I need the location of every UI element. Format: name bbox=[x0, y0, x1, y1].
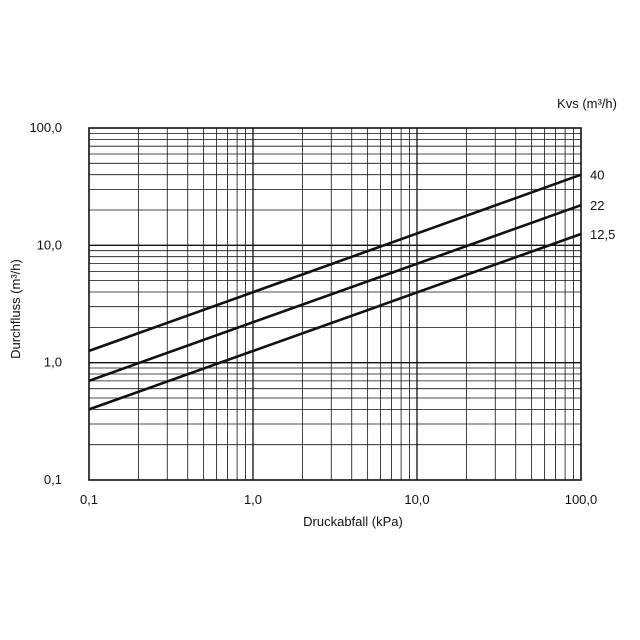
series-line-kvs-40 bbox=[88, 173, 582, 353]
series-labels: 40 22 12,5 bbox=[590, 168, 615, 242]
x-axis-title: Druckabfall (kPa) bbox=[303, 514, 403, 529]
series-line-kvs-22 bbox=[88, 203, 582, 383]
series-label: 40 bbox=[590, 168, 604, 183]
y-tick-label: 10,0 bbox=[37, 237, 62, 252]
y-axis-title: Durchfluss (m³/h) bbox=[8, 259, 23, 359]
y-tick-label: 100,0 bbox=[29, 120, 62, 135]
y-tick-labels: 0,1 1,0 10,0 100,0 bbox=[29, 120, 62, 487]
y-tick-label: 1,0 bbox=[44, 355, 62, 370]
series-lines bbox=[88, 173, 582, 411]
x-tick-label: 10,0 bbox=[404, 492, 429, 507]
x-tick-label: 100,0 bbox=[565, 492, 598, 507]
y-tick-label: 0,1 bbox=[44, 472, 62, 487]
grid bbox=[89, 128, 581, 480]
plot-frame bbox=[88, 127, 582, 481]
x-tick-label: 0,1 bbox=[80, 492, 98, 507]
x-tick-labels: 0,1 1,0 10,0 100,0 bbox=[80, 492, 597, 507]
x-tick-label: 1,0 bbox=[244, 492, 262, 507]
series-label: 22 bbox=[590, 198, 604, 213]
series-line-kvs-12-5 bbox=[88, 232, 582, 411]
legend-title: Kvs (m³/h) bbox=[557, 96, 617, 111]
series-label: 12,5 bbox=[590, 227, 615, 242]
